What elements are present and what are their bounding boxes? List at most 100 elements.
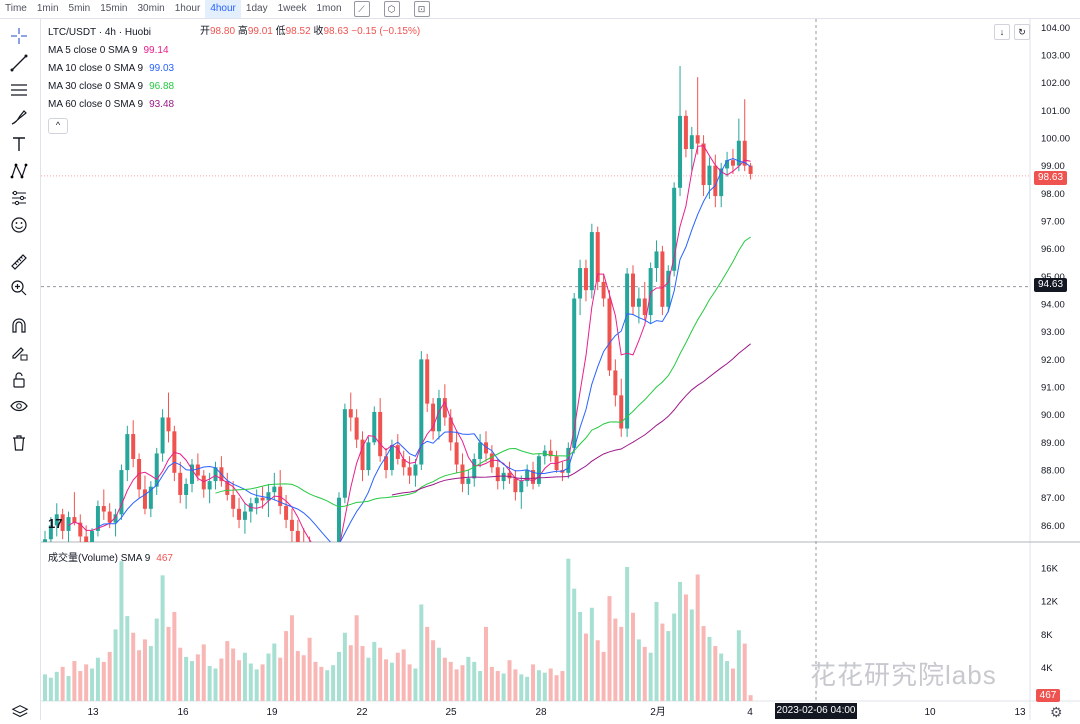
volume-bar	[619, 626, 624, 701]
candle-body	[254, 497, 259, 504]
volume-bar	[84, 664, 89, 701]
timeframe-1hour[interactable]: 1hour	[174, 3, 201, 14]
volume-bar	[78, 671, 83, 701]
brush-icon[interactable]	[8, 106, 30, 128]
volume-bar	[436, 647, 441, 701]
crosshair-icon[interactable]	[8, 25, 30, 47]
volume-bar	[707, 636, 712, 701]
timeframe-toolbar: Time 1min 5min 15min 30min 1hour 4hour 1day 1wee…	[0, 0, 1080, 19]
volume-tick-label: 16K	[1041, 563, 1059, 574]
time-axis-label: 2月	[650, 706, 666, 718]
candle-body	[43, 539, 47, 542]
timeframe-30min[interactable]: 30min	[137, 3, 165, 14]
volume-bar	[454, 669, 459, 701]
scroll-down-icon[interactable]: ↓	[994, 24, 1010, 40]
candle-body	[72, 517, 77, 523]
candle-body	[495, 467, 500, 482]
candle-body	[730, 160, 735, 166]
close-label: 收	[313, 26, 324, 37]
zoom-in-icon[interactable]	[8, 277, 30, 299]
timeframe-1mon[interactable]: 1mon	[316, 3, 342, 14]
candle-body	[313, 556, 317, 564]
volume-bar	[395, 652, 400, 701]
timeframe-1min[interactable]: 1min	[36, 3, 59, 14]
candle-body	[395, 445, 400, 459]
forecast-icon[interactable]	[8, 187, 30, 209]
volume-bar	[184, 656, 189, 701]
ma-legend-row[interactable]: MA 10 close 0 SMA 9 99.03	[48, 60, 174, 78]
candle-body	[595, 232, 600, 282]
volume-bar	[484, 626, 488, 701]
lock-icon[interactable]	[8, 369, 30, 391]
watermark: 花花研究院labs	[810, 660, 997, 690]
candle-body	[337, 497, 341, 542]
timeframe-time[interactable]: Time	[5, 3, 27, 14]
volume-bar	[466, 656, 471, 701]
candle-body	[84, 536, 89, 542]
candle-body	[736, 140, 741, 166]
volume-bar	[372, 641, 377, 701]
timeframe-1day[interactable]: 1day	[245, 3, 268, 14]
legend-collapse-button[interactable]: ^	[48, 118, 68, 134]
volume-bar	[672, 613, 677, 701]
timeframe-4hour[interactable]: 4hour	[205, 0, 241, 18]
volume-bar	[384, 659, 389, 701]
volume-bar	[178, 647, 183, 701]
candle-body	[589, 232, 594, 291]
settings-gear-icon[interactable]: ⚙	[1050, 704, 1063, 720]
candle-body	[302, 542, 306, 550]
volume-bar	[219, 658, 224, 701]
ruler-icon[interactable]	[8, 251, 30, 273]
lock-drawing-icon[interactable]	[8, 341, 30, 363]
volume-bar	[43, 674, 47, 701]
price-tick-label: 89.00	[1041, 438, 1065, 449]
timeframe-5min[interactable]: 5min	[68, 3, 91, 14]
volume-bar	[442, 657, 447, 701]
pattern-icon[interactable]	[8, 160, 30, 182]
trash-icon[interactable]	[8, 432, 30, 454]
refresh-icon[interactable]: ↻	[1014, 24, 1030, 40]
timeframe-15min[interactable]: 15min	[100, 3, 128, 14]
time-axis-label: 28	[535, 707, 547, 718]
ma-legend-row[interactable]: MA 60 close 0 SMA 9 93.48	[48, 96, 174, 114]
ma-legend-row[interactable]: MA 30 close 0 SMA 9 96.88	[48, 78, 174, 96]
volume-bar	[654, 601, 659, 701]
layers-icon[interactable]	[11, 703, 29, 724]
text-icon[interactable]	[8, 133, 30, 155]
volume-bar	[472, 661, 477, 701]
ma-legend-row[interactable]: MA 5 close 0 SMA 9 99.14	[48, 42, 174, 60]
chart-type-icon[interactable]: ⟋	[353, 1, 370, 17]
candle-body	[695, 135, 700, 144]
crosshair-price-tag: 94.63	[1034, 278, 1067, 292]
indicators-icon[interactable]: ⬡	[383, 1, 400, 17]
ma-value: 96.88	[149, 81, 175, 92]
horizontal-lines-icon[interactable]	[8, 79, 30, 101]
candle-body	[607, 298, 612, 371]
candle-body	[178, 472, 183, 495]
candle-body	[207, 481, 212, 490]
eye-icon[interactable]	[8, 395, 30, 417]
volume-bar	[231, 648, 236, 701]
price-chart[interactable]: 104.00 103.00 102.00 101.00 100.00 99.00 98.00…	[41, 19, 1080, 720]
candle-body	[113, 514, 118, 523]
volume-bar	[284, 631, 289, 701]
candle-body	[707, 165, 712, 186]
price-tick-label: 94.00	[1041, 300, 1065, 311]
price-tick-label: 100.00	[1041, 133, 1070, 144]
timeframe-1week[interactable]: 1week	[277, 3, 307, 14]
trend-line-icon[interactable]	[8, 52, 30, 74]
volume-bar	[60, 666, 65, 701]
candle-body	[572, 298, 577, 448]
candle-body	[407, 467, 412, 476]
candle-body	[678, 115, 683, 188]
volume-label: 成交量(Volume) SMA 9	[48, 553, 151, 564]
symbol-title[interactable]: LTC/USDT · 4h · Huobi	[48, 27, 151, 38]
emoji-icon[interactable]	[8, 214, 30, 236]
screenshot-icon[interactable]: ⊡	[413, 1, 430, 17]
candle-body	[201, 475, 206, 490]
magnet-icon[interactable]	[8, 315, 30, 337]
candle-body	[237, 508, 242, 520]
volume-bar	[166, 626, 171, 701]
volume-bar	[642, 646, 647, 701]
open-value: 98.80	[210, 26, 236, 37]
